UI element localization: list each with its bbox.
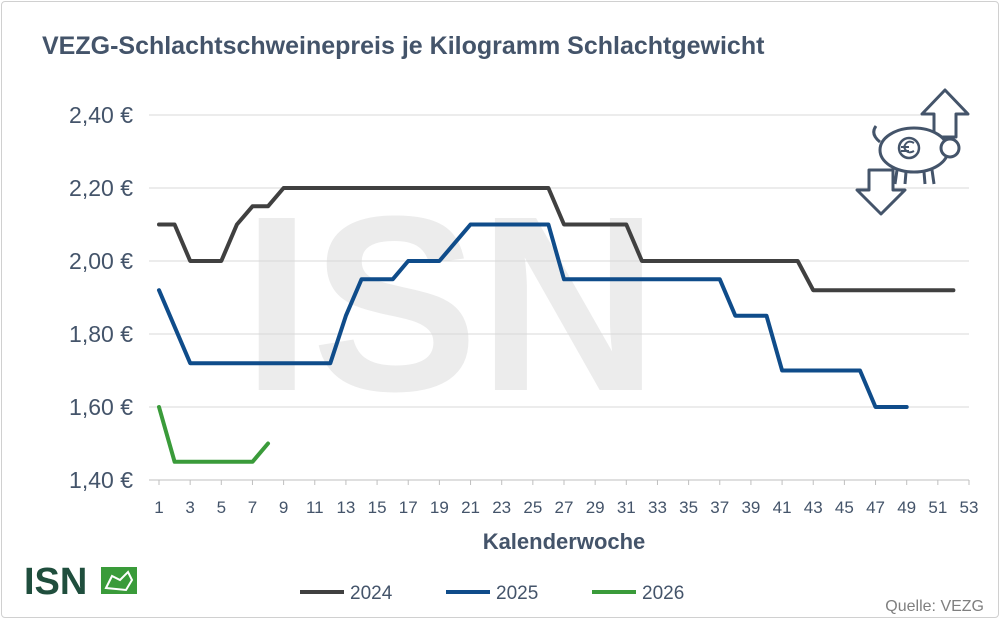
series-line-2026: [157, 405, 270, 464]
x-axis-label: Kalenderwoche: [483, 529, 646, 554]
x-tick-label: 43: [804, 498, 823, 517]
series-line-2024: [157, 186, 956, 293]
x-tick-label: 17: [399, 498, 418, 517]
x-tick-label: 29: [586, 498, 605, 517]
x-tick-label: 7: [248, 498, 257, 517]
watermark-text: ISN: [242, 164, 659, 443]
x-tick-label: 5: [217, 498, 226, 517]
y-tick-label: 2,00 €: [69, 248, 133, 274]
x-tick-label: 39: [741, 498, 760, 517]
x-tick-label: 19: [430, 498, 449, 517]
isn-logo: ISN: [24, 561, 137, 603]
legend: 2024 2025 2026: [300, 583, 684, 604]
y-tick-label: 1,40 €: [69, 467, 133, 493]
x-tick-label: 3: [185, 498, 194, 517]
x-tick-label: 45: [835, 498, 854, 517]
y-tick-label: 2,40 €: [69, 102, 133, 128]
series-line-2025: [157, 222, 909, 409]
x-tick-label: 25: [523, 498, 542, 517]
x-tick-label: 33: [648, 498, 667, 517]
x-tick-label: 35: [679, 498, 698, 517]
pig-euro-price-arrows-icon: [855, 88, 970, 216]
x-tick-label: 23: [492, 498, 511, 517]
x-tick-label: 47: [866, 498, 885, 517]
x-tick-label: 41: [773, 498, 792, 517]
x-tick-label: 31: [617, 498, 636, 517]
logo-emblem-icon: [104, 570, 134, 592]
legend-label-2026: 2026: [642, 583, 684, 604]
x-tick-label: 21: [461, 498, 480, 517]
series-lines: [157, 186, 956, 464]
legend-label-2025: 2025: [496, 583, 538, 604]
x-tick-label: 37: [710, 498, 729, 517]
source-note: Quelle: VEZG: [885, 598, 984, 615]
x-tick-label: 13: [336, 498, 355, 517]
x-tick-label: 1: [154, 498, 163, 517]
x-tick-label: 27: [555, 498, 574, 517]
logo-text: ISN: [24, 561, 87, 603]
x-tick-label: 49: [897, 498, 916, 517]
x-tick-label: 15: [368, 498, 387, 517]
x-tick-label: 11: [306, 498, 324, 517]
y-tick-label: 2,20 €: [69, 175, 133, 201]
y-tick-label: 1,60 €: [69, 394, 133, 420]
x-tick-label: 53: [960, 498, 979, 517]
y-axis-tick-labels: 1,40 € 1,60 € 1,80 € 2,00 € 2,20 € 2,40 €: [69, 102, 133, 493]
y-tick-label: 1,80 €: [69, 321, 133, 347]
chart-title: VEZG-Schlachtschweinepreis je Kilogramm …: [42, 32, 765, 60]
x-axis: 1 3 5 7 9 11 13 15 17 19 21 23 25 27 29 31 33 35 37 39 41 43 4…: [154, 480, 978, 517]
x-tick-label: 51: [928, 498, 947, 517]
x-tick-label: 9: [279, 498, 288, 517]
legend-label-2024: 2024: [350, 583, 393, 604]
